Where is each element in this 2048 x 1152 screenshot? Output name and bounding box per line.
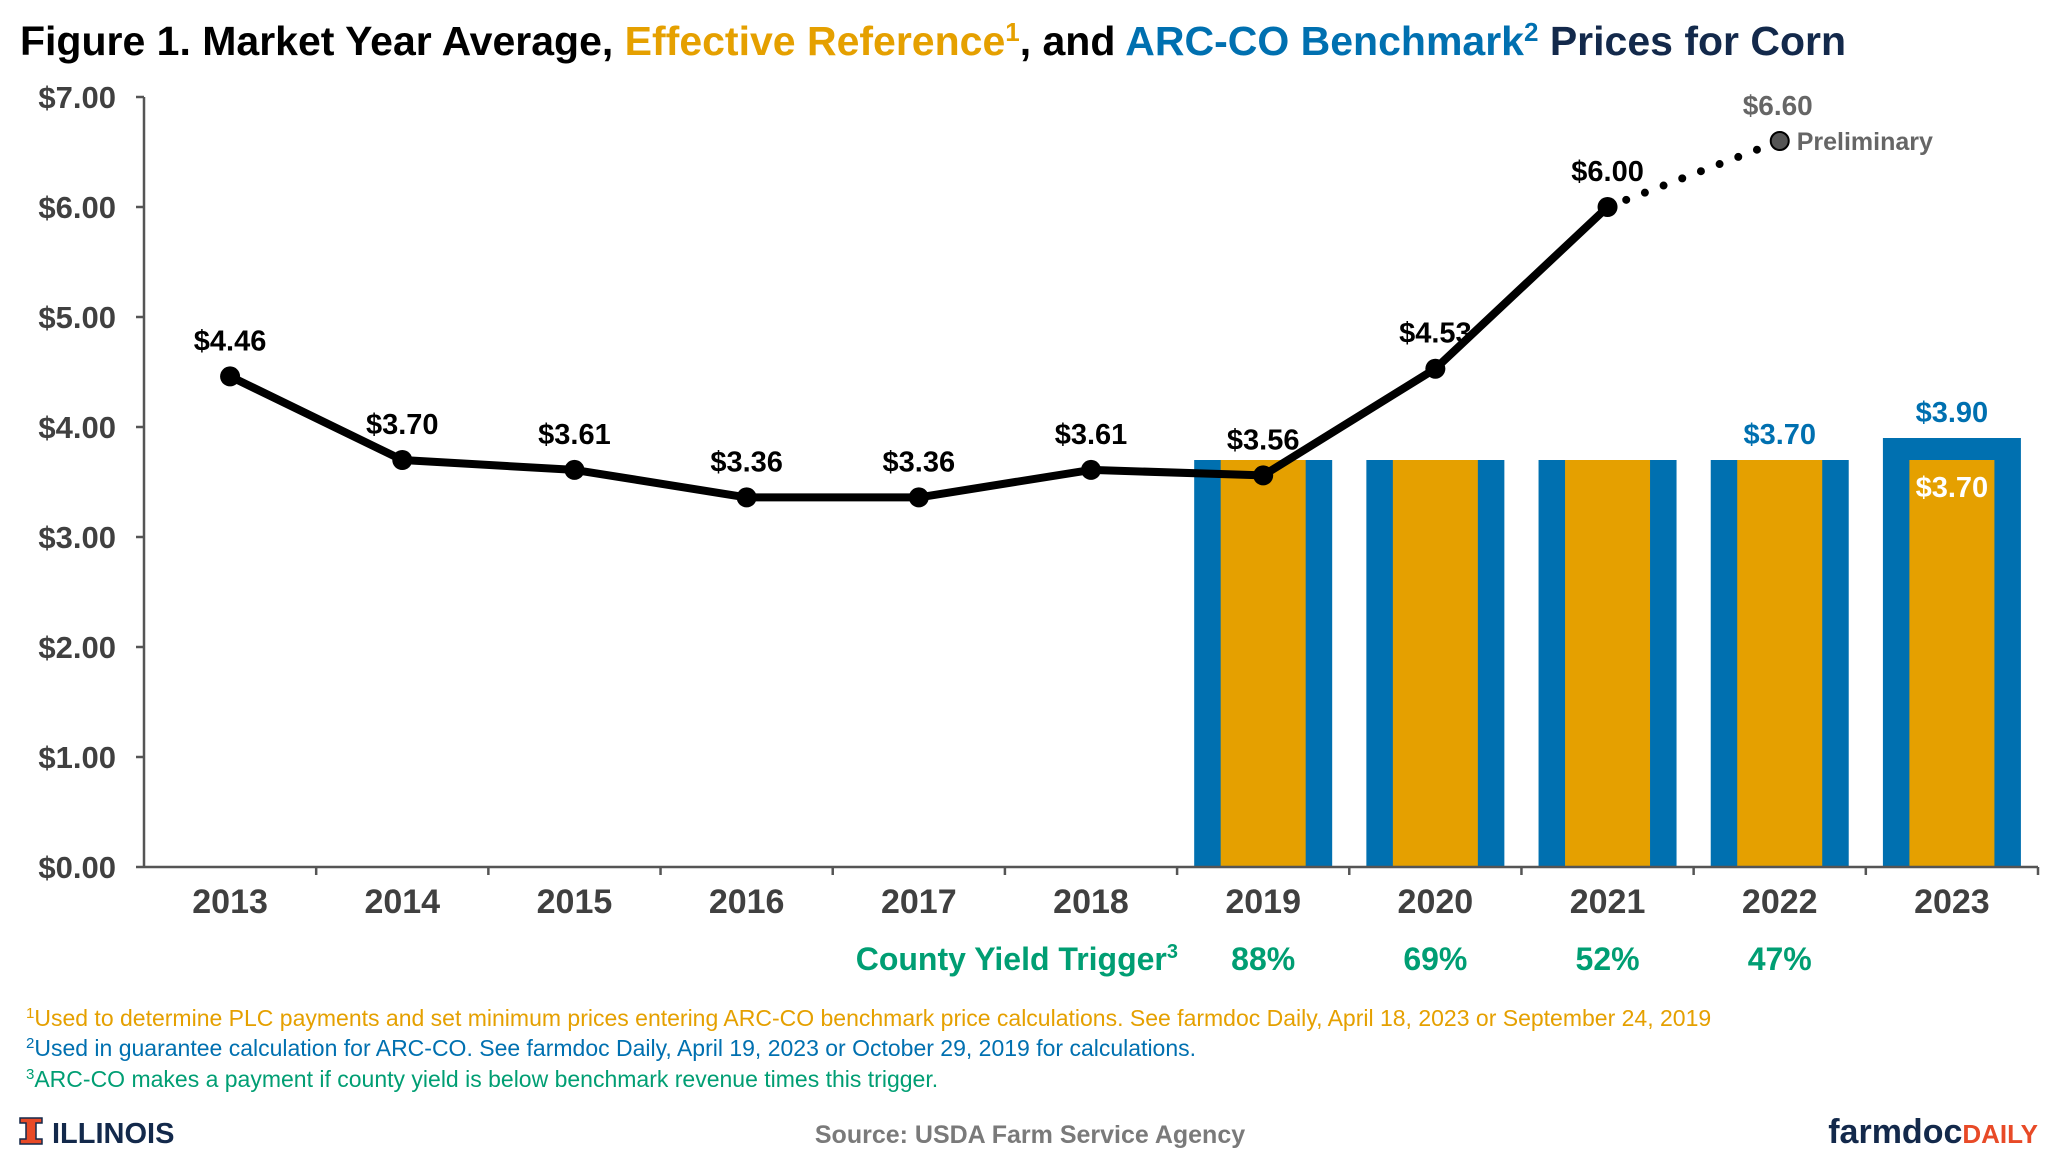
market-year-average-line: $4.46 $3.70 $3.61 $3.36 $3.36 $3.61 $3.56 $4.53… xyxy=(194,90,1933,508)
trigger-value: 88% xyxy=(1231,941,1295,977)
y-tick-label: $2.00 xyxy=(38,630,116,665)
data-label: $3.36 xyxy=(710,446,783,478)
x-tick-label: 2023 xyxy=(1914,883,1990,921)
source-text: Source: USDA Farm Service Agency xyxy=(815,1121,1245,1149)
benchmark-data-label: $3.70 xyxy=(1743,419,1816,451)
effective-reference-bar xyxy=(1392,460,1478,867)
y-tick-label: $4.00 xyxy=(38,410,116,445)
trigger-value: 47% xyxy=(1748,941,1812,977)
data-label: $3.61 xyxy=(1055,419,1128,451)
data-point xyxy=(1425,358,1446,379)
x-tick-label: 2022 xyxy=(1742,883,1818,921)
data-point xyxy=(1597,197,1618,217)
x-tick-label: 2017 xyxy=(881,883,957,921)
x-tick-label: 2020 xyxy=(1398,883,1474,921)
preliminary-point xyxy=(1769,131,1790,151)
data-point xyxy=(220,366,241,387)
x-tick-label: 2018 xyxy=(1053,883,1129,921)
bars: $3.70 $3.90 $3.70 xyxy=(1194,397,2021,867)
data-label: $6.00 xyxy=(1571,156,1644,188)
x-tick-label: 2013 xyxy=(192,883,268,921)
farmdoc-daily-logo: farmdocDAILY xyxy=(1828,1113,2038,1151)
y-tick-label: $1.00 xyxy=(38,740,116,775)
x-tick-label: 2021 xyxy=(1570,883,1646,921)
preliminary-note: Preliminary xyxy=(1797,128,1933,156)
y-tick-label: $6.00 xyxy=(38,190,116,225)
y-tick-label: $3.00 xyxy=(38,520,116,555)
data-label: $4.53 xyxy=(1399,318,1472,350)
data-point xyxy=(392,450,413,470)
footnote-1: 1Used to determine PLC payments and set … xyxy=(26,1005,1711,1031)
data-label: $3.36 xyxy=(883,446,956,478)
x-tick-label: 2019 xyxy=(1225,883,1301,921)
footnote-2: 2Used in guarantee calculation for ARC-C… xyxy=(26,1035,1196,1061)
footnotes: 1Used to determine PLC payments and set … xyxy=(26,1005,1711,1092)
data-point xyxy=(1253,465,1274,486)
chart-title: Figure 1. Market Year Average, Effective… xyxy=(20,17,1846,64)
trigger-value: 69% xyxy=(1403,941,1467,977)
effective-reference-bar xyxy=(1565,460,1651,867)
trigger-value: 52% xyxy=(1576,941,1640,977)
effective-reference-bar xyxy=(1909,460,1995,867)
illinois-logo: ILLINOIS xyxy=(19,1117,174,1150)
y-tick-label: $7.00 xyxy=(38,80,116,115)
data-label: $3.70 xyxy=(366,409,439,441)
benchmark-data-label: $3.90 xyxy=(1916,397,1989,429)
effective-reference-bar xyxy=(1220,460,1306,867)
x-tick-label: 2014 xyxy=(364,883,440,921)
data-label: $4.46 xyxy=(194,325,267,357)
trigger-label: County Yield Trigger3 xyxy=(856,941,1178,977)
effective-reference-data-label: $3.70 xyxy=(1916,472,1989,504)
x-axis: 2013 2014 2015 2016 2017 2018 2019 2020 2021 2022… xyxy=(144,865,2040,921)
footnote-3: 3ARC-CO makes a payment if county yield … xyxy=(26,1066,938,1092)
data-point xyxy=(1081,459,1101,480)
data-point xyxy=(908,487,929,508)
county-yield-trigger-row: County Yield Trigger3 88% 69% 52% 47% xyxy=(856,941,1812,977)
y-tick-label: $5.00 xyxy=(38,300,116,335)
data-label: $3.61 xyxy=(538,419,611,451)
preliminary-data-label: $6.60 xyxy=(1743,90,1813,121)
data-point xyxy=(736,487,757,508)
illinois-wordmark: ILLINOIS xyxy=(52,1118,174,1150)
data-label: $3.56 xyxy=(1227,424,1300,456)
x-tick-label: 2015 xyxy=(537,883,613,921)
illinois-block-i-icon xyxy=(19,1117,43,1145)
effective-reference-bar xyxy=(1737,460,1823,867)
x-tick-label: 2016 xyxy=(709,883,785,921)
y-tick-label: $0.00 xyxy=(38,850,116,885)
y-axis: $0.00 $1.00 $2.00 $3.00 $4.00 $5.00 $6.00 $7.00 xyxy=(38,80,146,885)
data-point xyxy=(564,459,585,480)
